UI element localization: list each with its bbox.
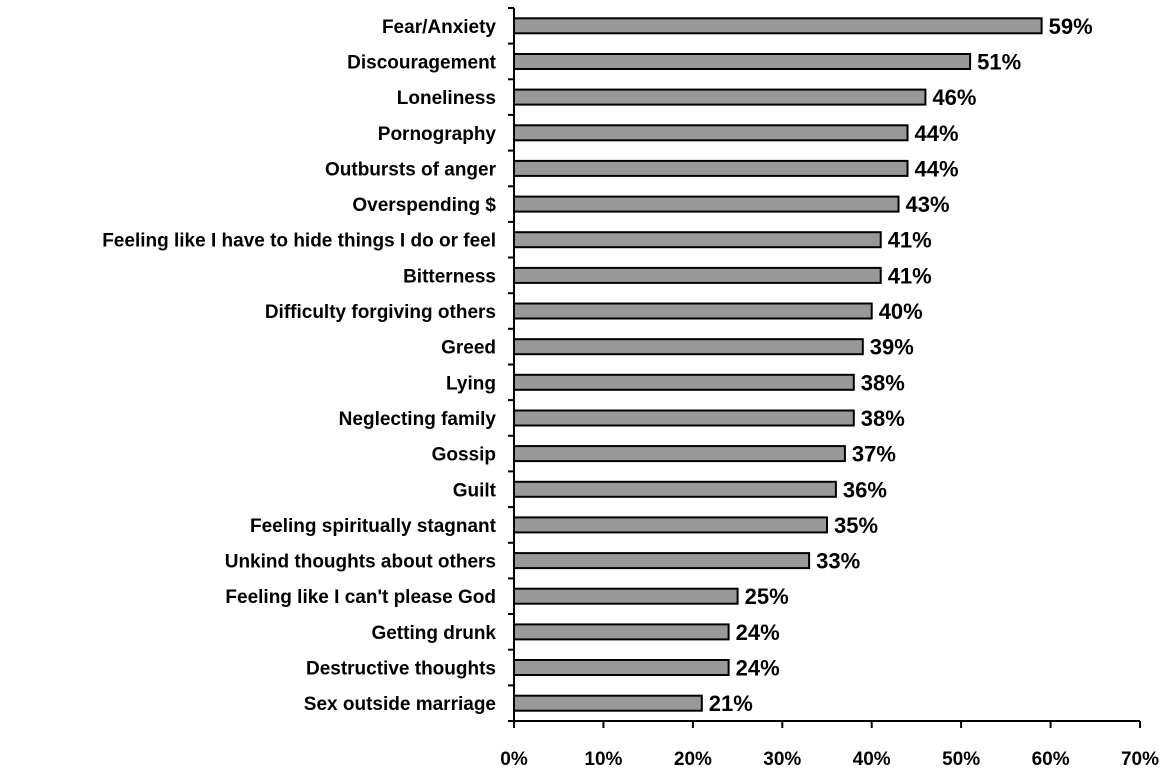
data-label: 24% — [736, 620, 780, 645]
data-label: 41% — [888, 228, 932, 253]
data-label: 51% — [977, 50, 1021, 75]
data-label: 25% — [745, 584, 789, 609]
bar — [513, 195, 900, 213]
bar — [513, 480, 837, 498]
x-tick-label: 10% — [584, 749, 622, 770]
category-label: Bitterness — [403, 266, 496, 287]
bar — [513, 623, 730, 641]
data-label: 36% — [843, 477, 887, 502]
category-label: Feeling like I have to hide things I do … — [102, 231, 496, 252]
data-label: 21% — [709, 691, 753, 716]
category-label: Unkind thoughts about others — [225, 552, 496, 573]
bar — [513, 302, 873, 320]
bar — [513, 587, 739, 605]
bar — [513, 373, 855, 391]
data-label: 39% — [870, 335, 914, 360]
data-label: 59% — [1049, 14, 1093, 39]
data-label: 44% — [915, 121, 959, 146]
category-label: Sex outside marriage — [304, 694, 496, 715]
x-tick-label: 70% — [1121, 749, 1159, 770]
x-tick-label: 0% — [500, 749, 528, 770]
data-label: 38% — [861, 370, 905, 395]
bar — [513, 124, 909, 142]
bar — [513, 445, 846, 463]
bar — [513, 88, 927, 106]
category-label: Neglecting family — [339, 409, 497, 430]
bar — [513, 409, 855, 427]
category-label: Pornography — [378, 124, 497, 145]
data-label: 38% — [861, 406, 905, 431]
data-label: 41% — [888, 263, 932, 288]
bar — [513, 266, 882, 284]
category-label: Discouragement — [347, 53, 497, 74]
data-label: 46% — [932, 85, 976, 110]
data-label: 37% — [852, 442, 896, 467]
x-tick-label: 60% — [1032, 749, 1070, 770]
category-label: Overspending $ — [352, 195, 496, 216]
data-label: 24% — [736, 656, 780, 681]
category-label: Greed — [441, 338, 496, 359]
category-label: Fear/Anxiety — [382, 17, 496, 38]
x-tick-label: 40% — [853, 749, 891, 770]
bar — [513, 552, 811, 570]
category-label: Outbursts of anger — [325, 159, 497, 180]
category-label: Guilt — [453, 480, 497, 501]
bar — [513, 516, 828, 534]
bar — [513, 231, 882, 249]
category-label: Destructive thoughts — [306, 659, 496, 680]
x-tick-label: 50% — [942, 749, 980, 770]
category-label: Feeling like I can't please God — [225, 587, 496, 608]
category-label: Feeling spiritually stagnant — [250, 516, 497, 537]
category-label: Lying — [446, 373, 496, 394]
data-label: 40% — [879, 299, 923, 324]
category-label: Gossip — [432, 445, 496, 466]
x-tick-label: 30% — [763, 749, 801, 770]
labels-group: Fear/Anxiety 59% Discouragement 51% Loneline… — [102, 14, 1159, 770]
axes-group — [508, 7, 1141, 728]
category-label: Loneliness — [397, 88, 496, 109]
x-tick-label: 20% — [674, 749, 712, 770]
data-label: 33% — [816, 549, 860, 574]
data-label: 43% — [906, 192, 950, 217]
bar — [513, 17, 1043, 35]
bar — [513, 659, 730, 676]
category-label: Getting drunk — [371, 623, 496, 644]
bar — [513, 159, 909, 177]
bar — [513, 53, 972, 70]
bar — [513, 694, 703, 712]
category-label: Difficulty forgiving others — [265, 302, 496, 323]
data-label: 35% — [834, 513, 878, 538]
data-label: 44% — [915, 156, 959, 181]
bar — [513, 338, 864, 356]
